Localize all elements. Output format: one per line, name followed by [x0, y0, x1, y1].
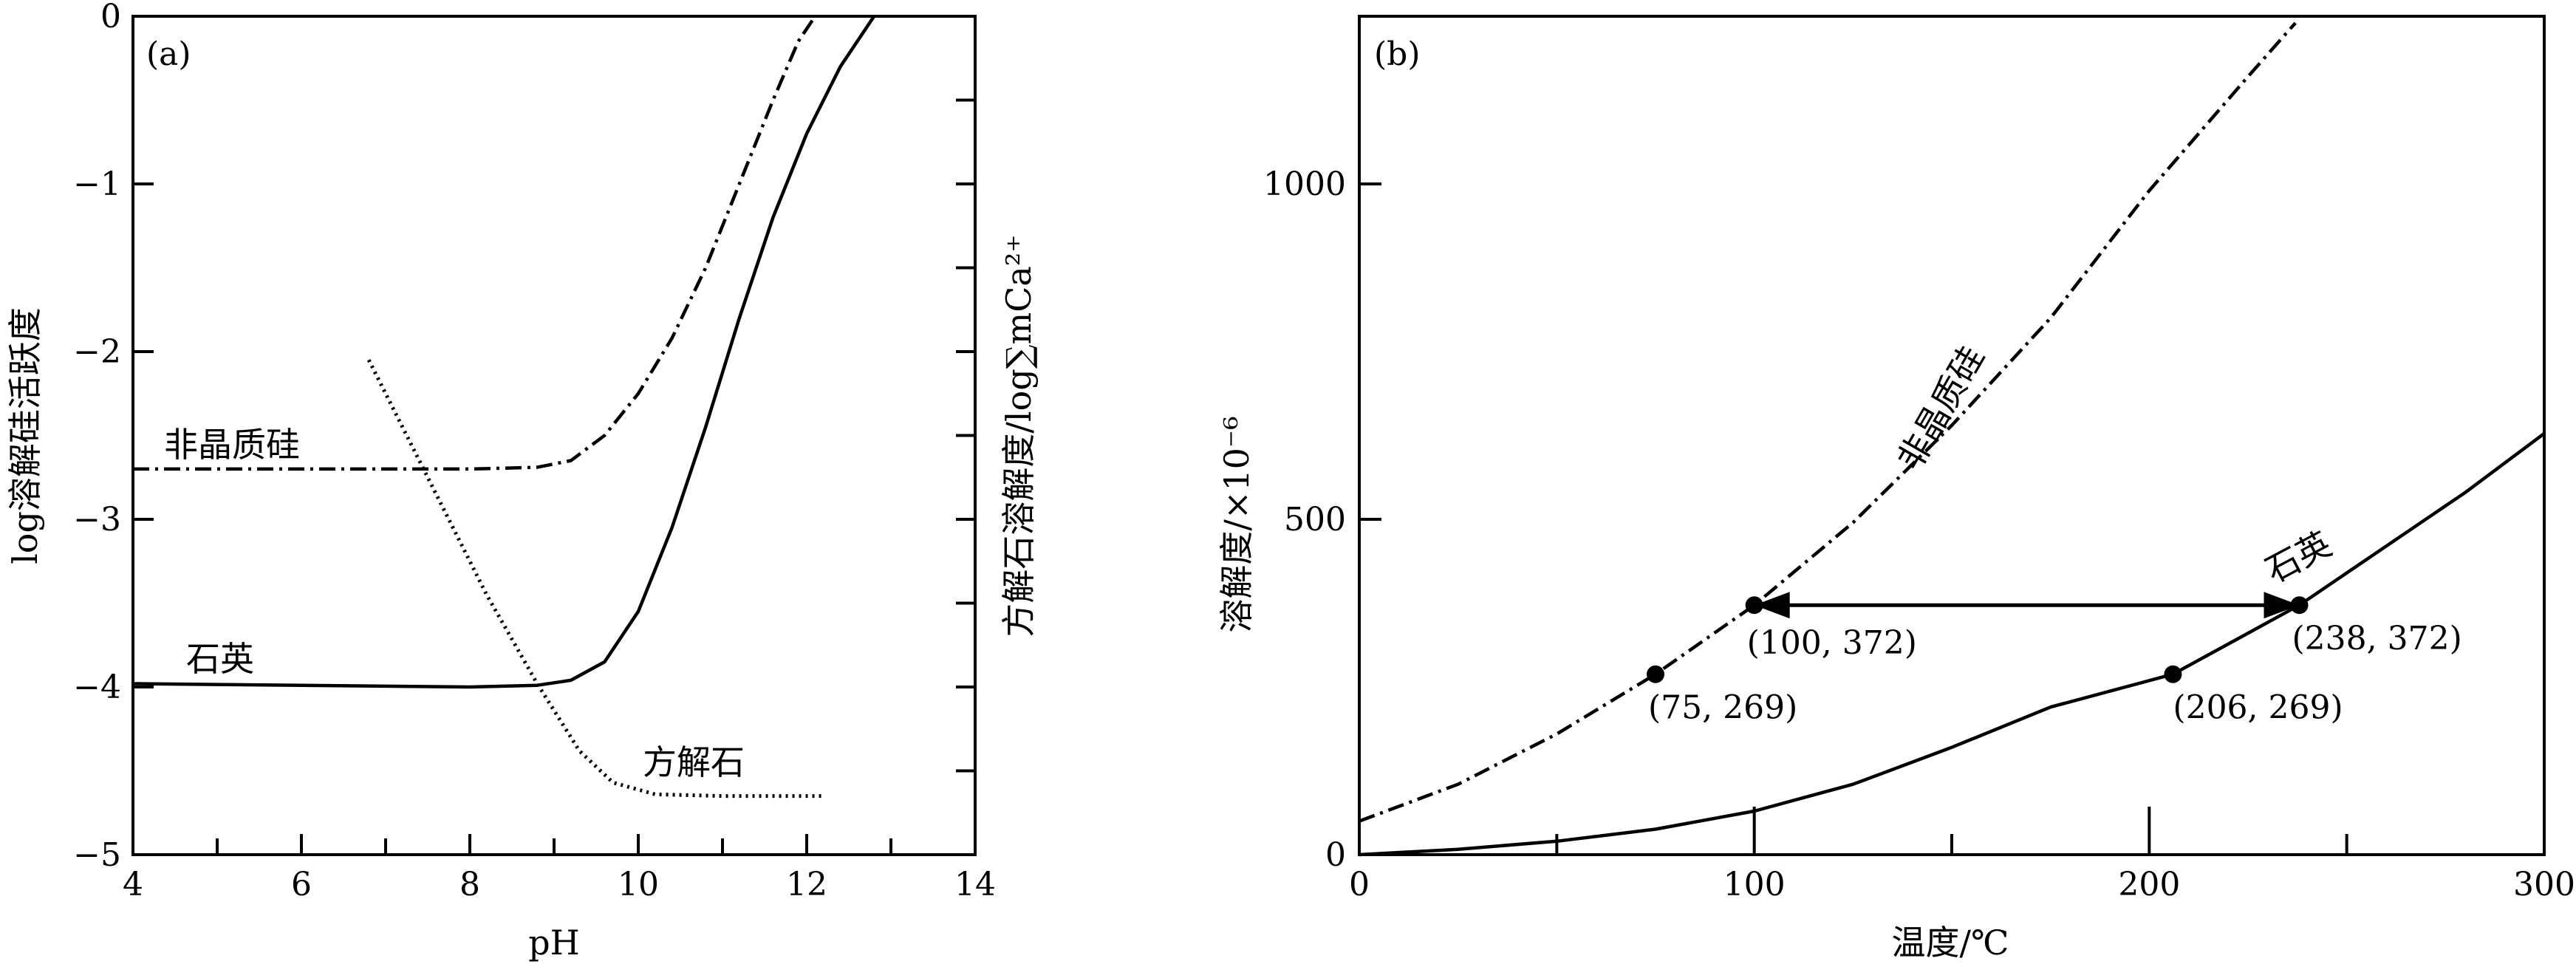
- marked-point-label: (238, 372): [2292, 620, 2462, 657]
- panel-a-x-tick-label: 4: [123, 866, 143, 903]
- amorphous-silica-line-a: [133, 15, 817, 471]
- panel-a-y-tick-label: 0: [100, 0, 121, 35]
- panel-b-tag: (b): [1374, 35, 1421, 73]
- panel-a-y-tick-label: −3: [73, 501, 121, 539]
- panel-a-y-tick-label: −1: [73, 165, 121, 203]
- panel-b-x-tick-label: 100: [1723, 866, 1786, 903]
- quartz-line-b: [1359, 431, 2546, 857]
- panel-b-x-tick-label: 200: [2118, 866, 2180, 903]
- marked-point: [1647, 665, 1664, 683]
- panel-a-x-tick-label: 14: [954, 866, 996, 903]
- panel-b-frame: [1358, 15, 2546, 856]
- marked-point-label: (75, 269): [1648, 689, 1797, 727]
- solubility-arrow: [1754, 592, 2300, 619]
- panel-b-x-axis: 0 100 200 300: [1349, 807, 2575, 903]
- panel-a-x-tick-label: 6: [291, 866, 312, 903]
- label-calcite: 方解石: [643, 742, 745, 782]
- panel-a-y-tick-label: −4: [73, 669, 121, 706]
- panel-b-x-axis-title: 温度/℃: [1892, 923, 2009, 963]
- marked-point: [1745, 596, 1763, 615]
- panel-a-y-axis: 0 −1 −2 −3 −4 −5: [73, 0, 154, 874]
- panel-b-y-tick-label: 500: [1284, 501, 1346, 539]
- panel-a-x-axis-title: pH: [528, 923, 580, 963]
- panel-b-x-tick-label: 300: [2513, 866, 2575, 903]
- label-quartz-b: 石英: [2259, 524, 2338, 591]
- panel-a-x-tick-label: 10: [618, 866, 659, 903]
- marked-point-label: (206, 269): [2173, 689, 2343, 727]
- panel-a: (a) 4 6 8 10 12 14 0 −1 −2 −3 −4 −5 pH log溶解硅活跃度 方…: [5, 0, 1039, 963]
- panel-a-y-tick-label: −5: [73, 836, 121, 874]
- panel-b-y-tick-label: 0: [1325, 836, 1346, 874]
- calcite-line: [366, 359, 824, 799]
- marked-point-label: (100, 372): [1747, 624, 1917, 662]
- label-amorphous-silica-a: 非晶质硅: [164, 425, 300, 465]
- marked-point: [2164, 665, 2182, 683]
- panel-a-right-axis-title: 方解石溶解度/log∑mCa²⁺: [999, 234, 1039, 637]
- amorphous-silica-line-b: [1359, 21, 2297, 823]
- panel-b-y-tick-label: 1000: [1263, 165, 1346, 203]
- panel-a-y-axis-title: log溶解硅活跃度: [5, 307, 45, 564]
- label-amorphous-silica-b: 非晶质硅: [1890, 339, 1992, 476]
- marked-point: [2290, 596, 2309, 615]
- panel-b-y-axis-title: 溶解度/×10⁻⁶: [1217, 416, 1257, 632]
- label-quartz-a: 石英: [186, 639, 254, 679]
- panel-a-y-tick-label: −2: [73, 333, 121, 371]
- quartz-line-a: [132, 15, 876, 689]
- marked-points: (75, 269) (100, 372) (206, 269) (238, 372): [1647, 596, 2462, 727]
- arrow-head-right: [2264, 592, 2300, 619]
- panel-b: (b) 0 100 200 300 0 500 1000 (75, 269) (100, 3…: [1217, 15, 2575, 963]
- panel-a-right-axis: [956, 98, 975, 773]
- panel-b-x-tick-label: 0: [1349, 866, 1370, 903]
- panel-a-series: [132, 15, 876, 799]
- panel-a-x-tick-label: 8: [459, 866, 480, 903]
- panel-b-y-axis: 0 500 1000: [1263, 165, 1381, 874]
- panel-b-series: [1359, 21, 2546, 857]
- panel-a-x-tick-label: 12: [786, 866, 827, 903]
- arrow-head-left: [1754, 592, 1790, 619]
- panel-a-x-axis: 4 6 8 10 12 14: [123, 834, 996, 903]
- panel-a-tag: (a): [146, 35, 191, 73]
